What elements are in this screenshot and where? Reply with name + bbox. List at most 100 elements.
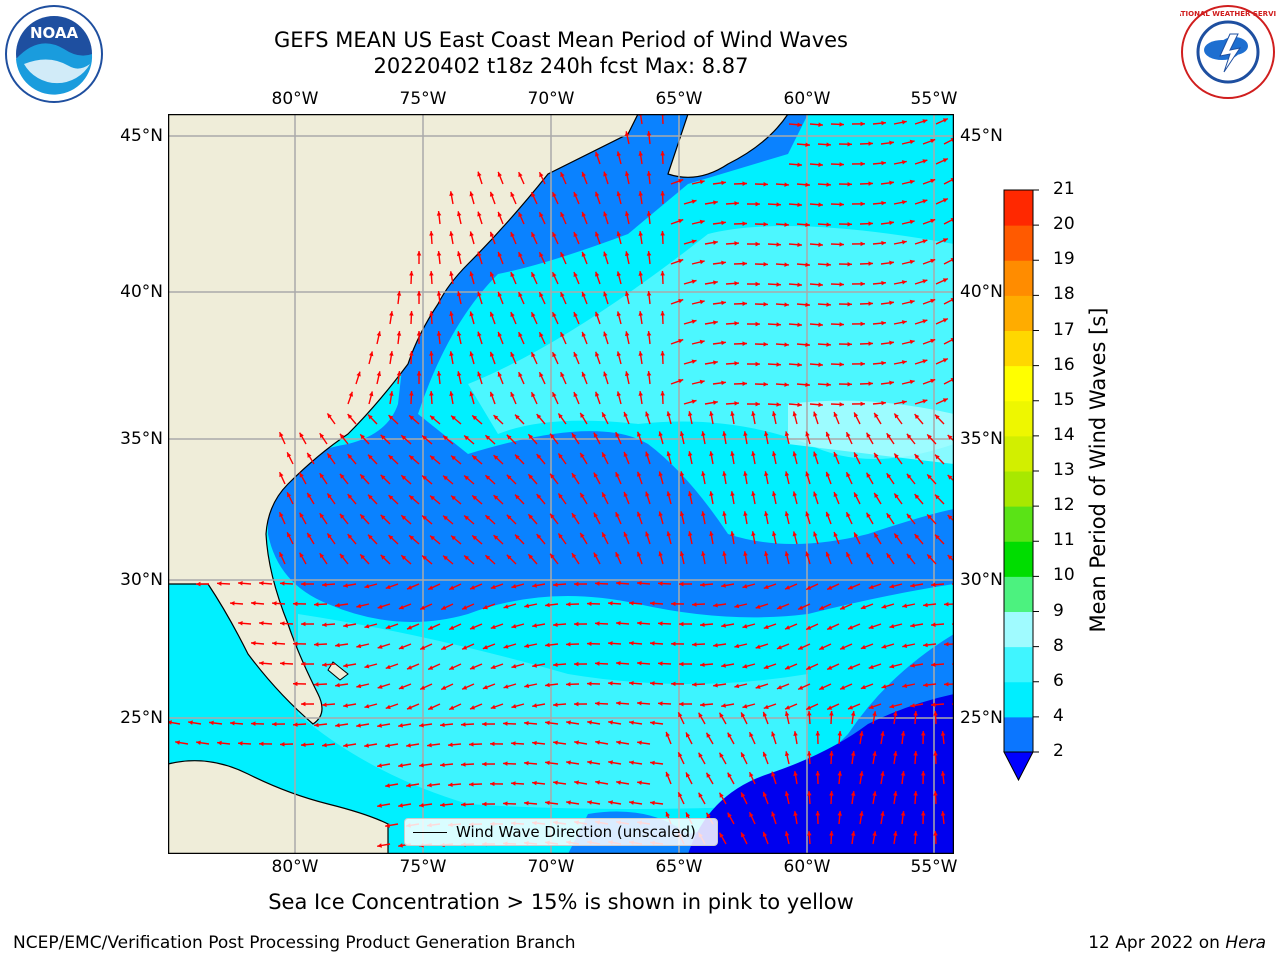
- wind-wave-arrow-head: [552, 232, 557, 238]
- noaa-logo-icon: NOAA: [5, 5, 103, 103]
- wind-wave-arrow-head: [881, 604, 887, 609]
- wind-wave-arrow-head: [692, 642, 697, 647]
- wind-wave-arrow-head: [826, 222, 831, 227]
- wind-wave-arrow-head: [436, 331, 442, 336]
- wind-wave-arrow-head: [462, 645, 468, 650]
- wind-wave-arrow-head: [721, 340, 726, 346]
- wind-wave-arrow-head: [859, 811, 864, 816]
- colorbar-segment: [1004, 576, 1033, 612]
- wind-wave-arrow-head: [719, 752, 724, 758]
- wind-wave-arrow-head: [493, 535, 499, 540]
- wind-wave-arrow-head: [763, 341, 768, 347]
- wind-wave-arrow-head: [686, 772, 691, 778]
- wind-wave-arrow-head: [874, 532, 879, 538]
- wind-wave-arrow-head: [515, 534, 520, 540]
- wind-wave-arrow-head: [314, 722, 319, 728]
- wind-wave-arrow-head: [448, 742, 453, 748]
- wind-wave-arrow-head: [511, 741, 516, 746]
- legend-line-icon: [413, 832, 447, 833]
- wind-wave-arrow-head: [792, 491, 798, 497]
- wind-wave-arrow-head: [272, 601, 277, 606]
- wind-wave-arrow-head: [827, 585, 833, 590]
- wind-wave-arrow-head: [847, 301, 852, 307]
- wind-wave-arrow-head: [299, 512, 304, 518]
- wind-wave-arrow-head: [734, 603, 740, 609]
- wind-wave-arrow-head: [441, 685, 447, 690]
- wind-wave-arrow-head: [805, 262, 810, 268]
- wind-wave-arrow-head: [847, 221, 852, 227]
- wind-wave-arrow-head: [477, 171, 482, 177]
- wind-wave-arrow-head: [380, 474, 386, 480]
- wind-wave-arrow-head: [913, 751, 918, 756]
- wind-wave-arrow-head: [472, 535, 478, 541]
- wind-wave-arrow-head: [573, 272, 578, 277]
- wind-wave-arrow-head: [646, 131, 652, 136]
- wind-wave-arrow-head: [545, 642, 550, 648]
- wind-wave-arrow-head: [259, 621, 264, 626]
- wind-wave-arrow-head: [343, 623, 348, 628]
- wind-wave-arrow-head: [645, 451, 650, 457]
- wind-wave-arrow-head: [839, 402, 844, 407]
- wind-wave-arrow-head: [314, 602, 319, 607]
- wind-wave-arrow-head: [531, 232, 536, 238]
- wind-wave-arrow-head: [449, 705, 455, 710]
- wind-wave-arrow-head: [550, 433, 555, 439]
- wind-wave-arrow-head: [416, 371, 422, 376]
- wind-wave-arrow-head: [462, 685, 468, 690]
- wind-wave-arrow-head: [719, 832, 724, 838]
- wind-wave-arrow-head: [868, 341, 873, 346]
- wind-wave-arrow-head: [637, 471, 642, 477]
- wind-wave-arrow-head: [686, 812, 691, 818]
- wind-wave-arrow-head: [485, 475, 491, 480]
- wind-wave-arrow-head: [637, 551, 642, 557]
- wind-wave-arrow-head: [259, 581, 264, 586]
- wind-wave-arrow-head: [813, 411, 818, 417]
- wind-wave-arrow-head: [764, 511, 769, 517]
- wind-wave-arrow-head: [545, 602, 550, 608]
- wind-wave-arrow-head: [734, 683, 740, 689]
- wind-wave-arrow-head: [624, 291, 630, 297]
- wind-wave-arrow-head: [629, 680, 634, 686]
- wind-wave-arrow-head: [889, 380, 894, 386]
- wind-wave-arrow-head: [587, 720, 592, 725]
- wind-wave-arrow-head: [587, 800, 592, 805]
- wind-wave-arrow-head: [385, 823, 390, 828]
- wind-wave-arrow-head: [699, 339, 705, 345]
- wind-wave-arrow-head: [764, 431, 769, 437]
- wind-wave-arrow-head: [840, 685, 846, 690]
- wind-wave-arrow-head: [755, 684, 761, 689]
- colorbar-tick-label: 13: [1053, 460, 1075, 480]
- wind-wave-arrow-head: [848, 585, 854, 590]
- wind-wave-arrow-head: [764, 551, 769, 557]
- wind-wave-arrow-head: [389, 311, 394, 316]
- wind-wave-arrow-head: [493, 455, 499, 460]
- wind-wave-arrow-head: [650, 681, 655, 686]
- wind-wave-arrow-head: [825, 431, 831, 437]
- map-legend: Wind Wave Direction (unscaled): [404, 818, 718, 846]
- wind-wave-arrow-head: [742, 341, 747, 346]
- wind-wave-arrow-head: [377, 803, 382, 808]
- wind-wave-arrow-head: [793, 771, 798, 776]
- wind-wave-arrow-head: [518, 252, 523, 258]
- wind-wave-arrow-head: [771, 731, 776, 737]
- wind-wave-arrow-head: [377, 763, 382, 768]
- wind-wave-arrow-head: [944, 681, 949, 687]
- wind-wave-arrow-head: [721, 663, 726, 668]
- wind-wave-arrow-head: [472, 455, 478, 461]
- wind-wave-arrow-head: [933, 831, 938, 836]
- wind-wave-arrow-head: [920, 731, 926, 736]
- wind-wave-arrow-head: [608, 720, 613, 725]
- wind-wave-arrow-head: [360, 434, 365, 440]
- wind-wave-arrow-head: [914, 454, 920, 459]
- wind-wave-arrow-head: [602, 492, 607, 498]
- wind-wave-arrow-head: [922, 359, 928, 364]
- lon-label-top-75w: 75°W: [399, 89, 447, 109]
- wind-wave-arrow-head: [709, 411, 714, 417]
- wind-wave-arrow-head: [464, 475, 469, 481]
- wind-wave-arrow-head: [217, 581, 222, 586]
- wind-wave-arrow-head: [553, 622, 558, 627]
- wind-wave-arrow-head: [686, 732, 691, 738]
- wind-wave-arrow-head: [889, 180, 894, 186]
- wind-wave-arrow-head: [427, 742, 432, 748]
- wind-wave-arrow-head: [840, 645, 846, 650]
